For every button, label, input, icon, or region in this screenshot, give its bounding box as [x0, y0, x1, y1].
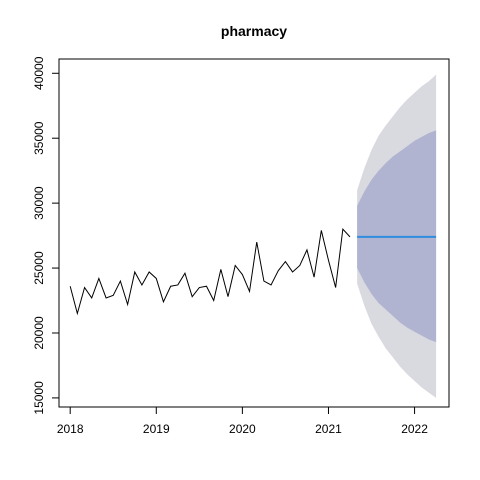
x-tick-label: 2020 [229, 422, 256, 436]
x-tick-label: 2019 [143, 422, 170, 436]
y-tick-label: 35000 [32, 121, 46, 155]
y-axis: 15000 20000 25000 30000 35000 40000 [32, 56, 60, 415]
y-tick-label: 40000 [32, 56, 46, 90]
y-tick-label: 25000 [32, 251, 46, 285]
x-tick-label: 2021 [315, 422, 342, 436]
data-series [69, 227, 437, 316]
x-tick-label: 2022 [401, 422, 428, 436]
history-line [69, 227, 351, 316]
y-tick-label: 20000 [32, 316, 46, 350]
x-tick-label: 2018 [57, 422, 84, 436]
chart-title: pharmacy [221, 23, 287, 39]
x-axis: 2018 2019 2020 2021 2022 [57, 406, 428, 436]
y-tick-label: 30000 [32, 186, 46, 220]
y-tick-label: 15000 [32, 381, 46, 415]
